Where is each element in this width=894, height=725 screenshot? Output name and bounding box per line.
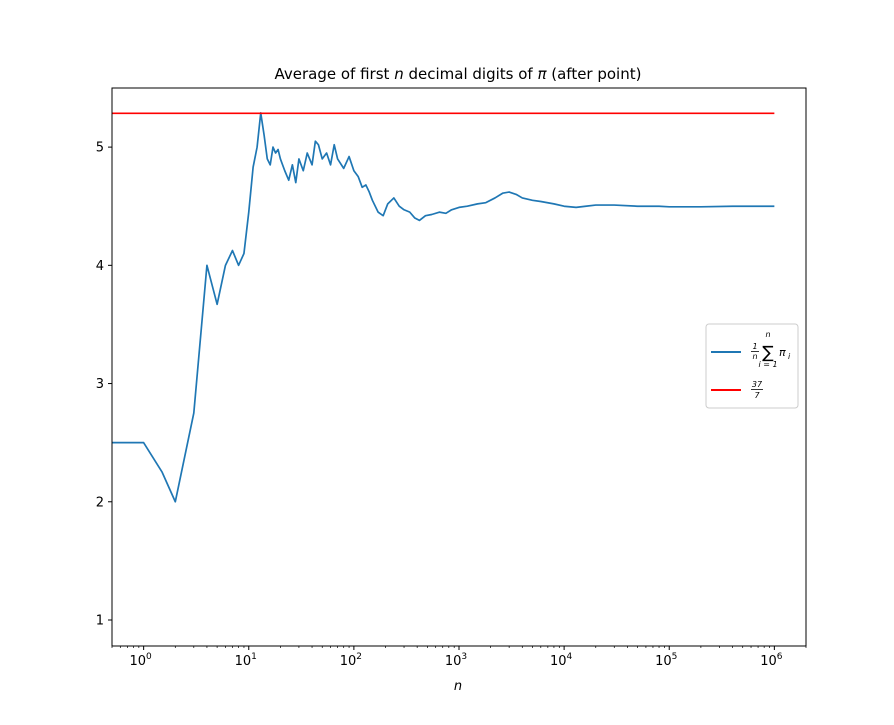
x-tick-label: 106 <box>760 652 783 669</box>
legend-box <box>705 323 799 409</box>
y-axis: 1 2 3 4 5 <box>96 141 112 628</box>
x-axis-label: n <box>454 679 462 694</box>
legend-term: π <box>779 346 786 359</box>
legend-item-average: 1 n n ∑ i = 1 π i <box>711 330 791 369</box>
series-layer <box>112 111 775 503</box>
title-prefix: Average of first <box>275 65 395 83</box>
legend-term-subscript: i <box>788 352 791 361</box>
x-tick-label: 103 <box>445 652 467 669</box>
legend-sum-bottom: i = 1 <box>758 360 777 369</box>
x-tick-label: 104 <box>550 652 573 669</box>
legend-sum-symbol: ∑ <box>762 343 774 363</box>
y-tick-label: 3 <box>96 377 104 392</box>
legend-sum-top: n <box>765 330 770 339</box>
axes-frame <box>111 87 807 647</box>
title-symbol: π <box>537 65 547 83</box>
legend-ref-denominator: 7 <box>754 391 760 400</box>
x-tick-label: 102 <box>340 652 362 669</box>
y-tick-label: 5 <box>96 141 104 156</box>
legend-item-reference: 37 7 <box>711 380 763 400</box>
legend-frac-numerator: 1 <box>752 342 757 351</box>
legend: 1 n n ∑ i = 1 π i 37 7 <box>705 323 799 409</box>
title-suffix: (after point) <box>546 65 641 83</box>
title-variable: n <box>394 65 404 83</box>
legend-ref-numerator: 37 <box>752 380 763 389</box>
chart-title: Average of first n decimal digits of π (… <box>275 65 642 83</box>
x-tick-label: 105 <box>655 652 677 669</box>
y-tick-label: 2 <box>96 495 104 510</box>
x-tick-label: 100 <box>130 652 153 669</box>
y-tick-label: 1 <box>96 613 104 628</box>
y-tick-label: 4 <box>96 259 104 274</box>
x-axis: 100 101 102 103 104 105 106 <box>111 646 807 669</box>
series-line-avg <box>112 111 775 503</box>
legend-frac-denominator: n <box>752 352 757 361</box>
title-middle: decimal digits of <box>404 65 538 83</box>
plot-area <box>111 87 807 647</box>
x-tick-label: 101 <box>235 652 257 669</box>
